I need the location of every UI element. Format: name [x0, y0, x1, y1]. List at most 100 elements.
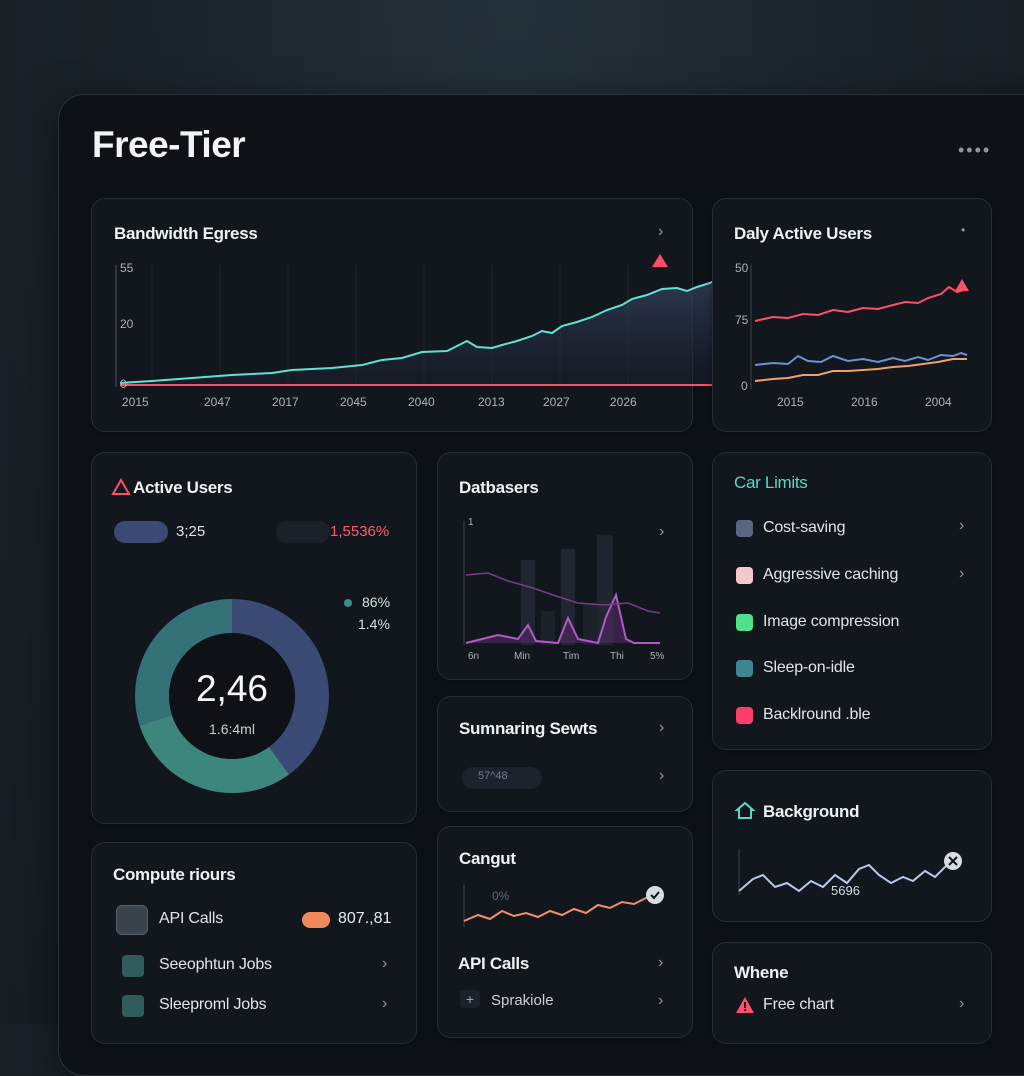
background-sparkline [738, 849, 962, 895]
warning-marker-icon [652, 254, 668, 267]
home-icon [734, 801, 756, 819]
secondary-pill [276, 521, 330, 543]
row-value: 807.,81 [338, 910, 392, 927]
warning-icon [111, 477, 131, 495]
limit-label[interactable]: Backlround .ble [763, 706, 871, 723]
limit-label[interactable]: Sleep-on-idle [763, 659, 855, 676]
chevron-right-icon[interactable]: › [959, 995, 965, 1012]
y-tick: 0 [120, 377, 127, 391]
chevron-right-icon[interactable]: › [659, 719, 665, 736]
donut-chart [135, 599, 352, 793]
background-value: 5696 [831, 883, 860, 898]
y-tick: 50 [735, 261, 749, 275]
cangut-value: 0% [492, 889, 510, 903]
legend-value: 1.4% [358, 616, 390, 632]
x-tick: 5% [650, 651, 665, 662]
active-users-card: Active Users 3;25 1,5536% 86% 1.4% 2,46 … [91, 452, 417, 824]
limit-label[interactable]: Image compression [763, 613, 900, 630]
x-tick: 2026 [610, 395, 637, 409]
y-tick: 1 [468, 517, 474, 528]
job-icon [122, 995, 144, 1017]
legend-swatch [736, 520, 753, 537]
row-label: API Calls [159, 910, 223, 927]
chevron-right-icon[interactable]: › [658, 992, 664, 1009]
limit-label[interactable]: Cost-saving [763, 519, 846, 536]
percent-value: 1,5536% [330, 523, 390, 540]
x-tick: 2045 [340, 395, 367, 409]
api-calls-sub: Sprakiole [491, 992, 554, 1009]
summary-pill [462, 767, 542, 789]
databases-card: Datbasers › 1 6n Min Tim Thi 5% [437, 452, 693, 680]
bandwidth-chart [115, 254, 769, 387]
pill-value: 3;25 [176, 523, 206, 540]
x-tick: 2015 [777, 395, 804, 409]
job-icon [122, 955, 144, 977]
donut-center-sub: 1.6:4ml [209, 721, 255, 737]
donut-slice [135, 599, 329, 793]
card-title: Datbasers [459, 478, 539, 497]
daily-active-users-card: Daly Active Users • 50 75 0 2015 2016 20… [712, 198, 992, 432]
x-tick: 2004 [925, 395, 952, 409]
warning-icon [736, 997, 754, 1013]
y-tick: 0 [741, 379, 748, 393]
legend-swatch [736, 614, 753, 631]
chevron-right-icon[interactable]: › [959, 517, 965, 534]
card-title: Compute riours [113, 865, 236, 884]
card-title: Background [763, 802, 860, 821]
card-title: Daly Active Users [734, 224, 872, 243]
x-tick: 2016 [851, 395, 878, 409]
card-title: Cangut [459, 849, 516, 868]
limits-card: Car Limits Cost-saving › Aggressive cach… [712, 452, 992, 750]
chevron-right-icon[interactable]: › [659, 523, 665, 540]
more-options-icon[interactable]: •••• [958, 140, 992, 160]
chevron-right-icon[interactable]: › [658, 954, 664, 971]
orange-pill [302, 912, 330, 928]
summary-card[interactable]: Sumnaring Sewts › 57^48 › [437, 696, 693, 812]
x-tick: 2015 [122, 395, 149, 409]
row-label[interactable]: Free chart [763, 996, 834, 1013]
databases-chart [463, 521, 661, 645]
dau-chart [750, 265, 969, 389]
background-card: Background 5696 [712, 770, 992, 922]
x-tick: 2013 [478, 395, 505, 409]
plus-icon[interactable]: + [460, 990, 480, 1008]
cangut-sparkline [463, 885, 664, 927]
row-label: Sleeproml Jobs [159, 996, 267, 1013]
bandwidth-card: Bandwidth Egress › 55 20 0 2015 2047 201… [91, 198, 769, 432]
x-tick: 2047 [204, 395, 231, 409]
chevron-right-icon[interactable]: › [959, 565, 965, 582]
card-title: Car Limits [734, 473, 808, 492]
compute-hours-card: Compute riours API Calls 807.,81 Seeopht… [91, 842, 417, 1044]
x-tick: Min [514, 651, 531, 662]
warning-marker-icon [955, 279, 969, 291]
chevron-right-icon[interactable]: › [659, 767, 665, 784]
donut-slice [135, 599, 329, 793]
x-tick: 2040 [408, 395, 435, 409]
x-tick: Thi [610, 651, 624, 662]
whene-card: Whene Free chart › [712, 942, 992, 1044]
chevron-right-icon[interactable]: › [382, 955, 388, 972]
donut-center-value: 2,46 [195, 668, 268, 709]
x-tick: Tim [563, 651, 580, 662]
x-tick: 2017 [272, 395, 299, 409]
y-tick: 75 [735, 313, 749, 327]
legend-value: 86% [362, 594, 391, 610]
limit-label[interactable]: Aggressive caching [763, 566, 899, 583]
row-label: Seeophtun Jobs [159, 956, 272, 973]
card-title: Whene [734, 963, 789, 982]
legend-swatch [736, 707, 753, 724]
chevron-right-icon[interactable]: › [382, 995, 388, 1012]
card-title: Active Users [133, 478, 233, 497]
y-tick: 20 [120, 317, 134, 331]
legend-swatch [736, 660, 753, 677]
y-tick: 55 [120, 261, 134, 275]
api-calls-title: API Calls [458, 954, 529, 973]
card-title: Bandwidth Egress [114, 224, 258, 243]
database-icon [116, 905, 148, 935]
x-tick: 6n [468, 651, 480, 662]
chevron-right-icon[interactable]: › [658, 223, 664, 240]
page-title: Free-Tier [92, 124, 246, 165]
progress-pill [114, 521, 168, 543]
dot-icon[interactable]: • [961, 223, 966, 237]
summary-pill-text: 57^48 [478, 770, 508, 782]
